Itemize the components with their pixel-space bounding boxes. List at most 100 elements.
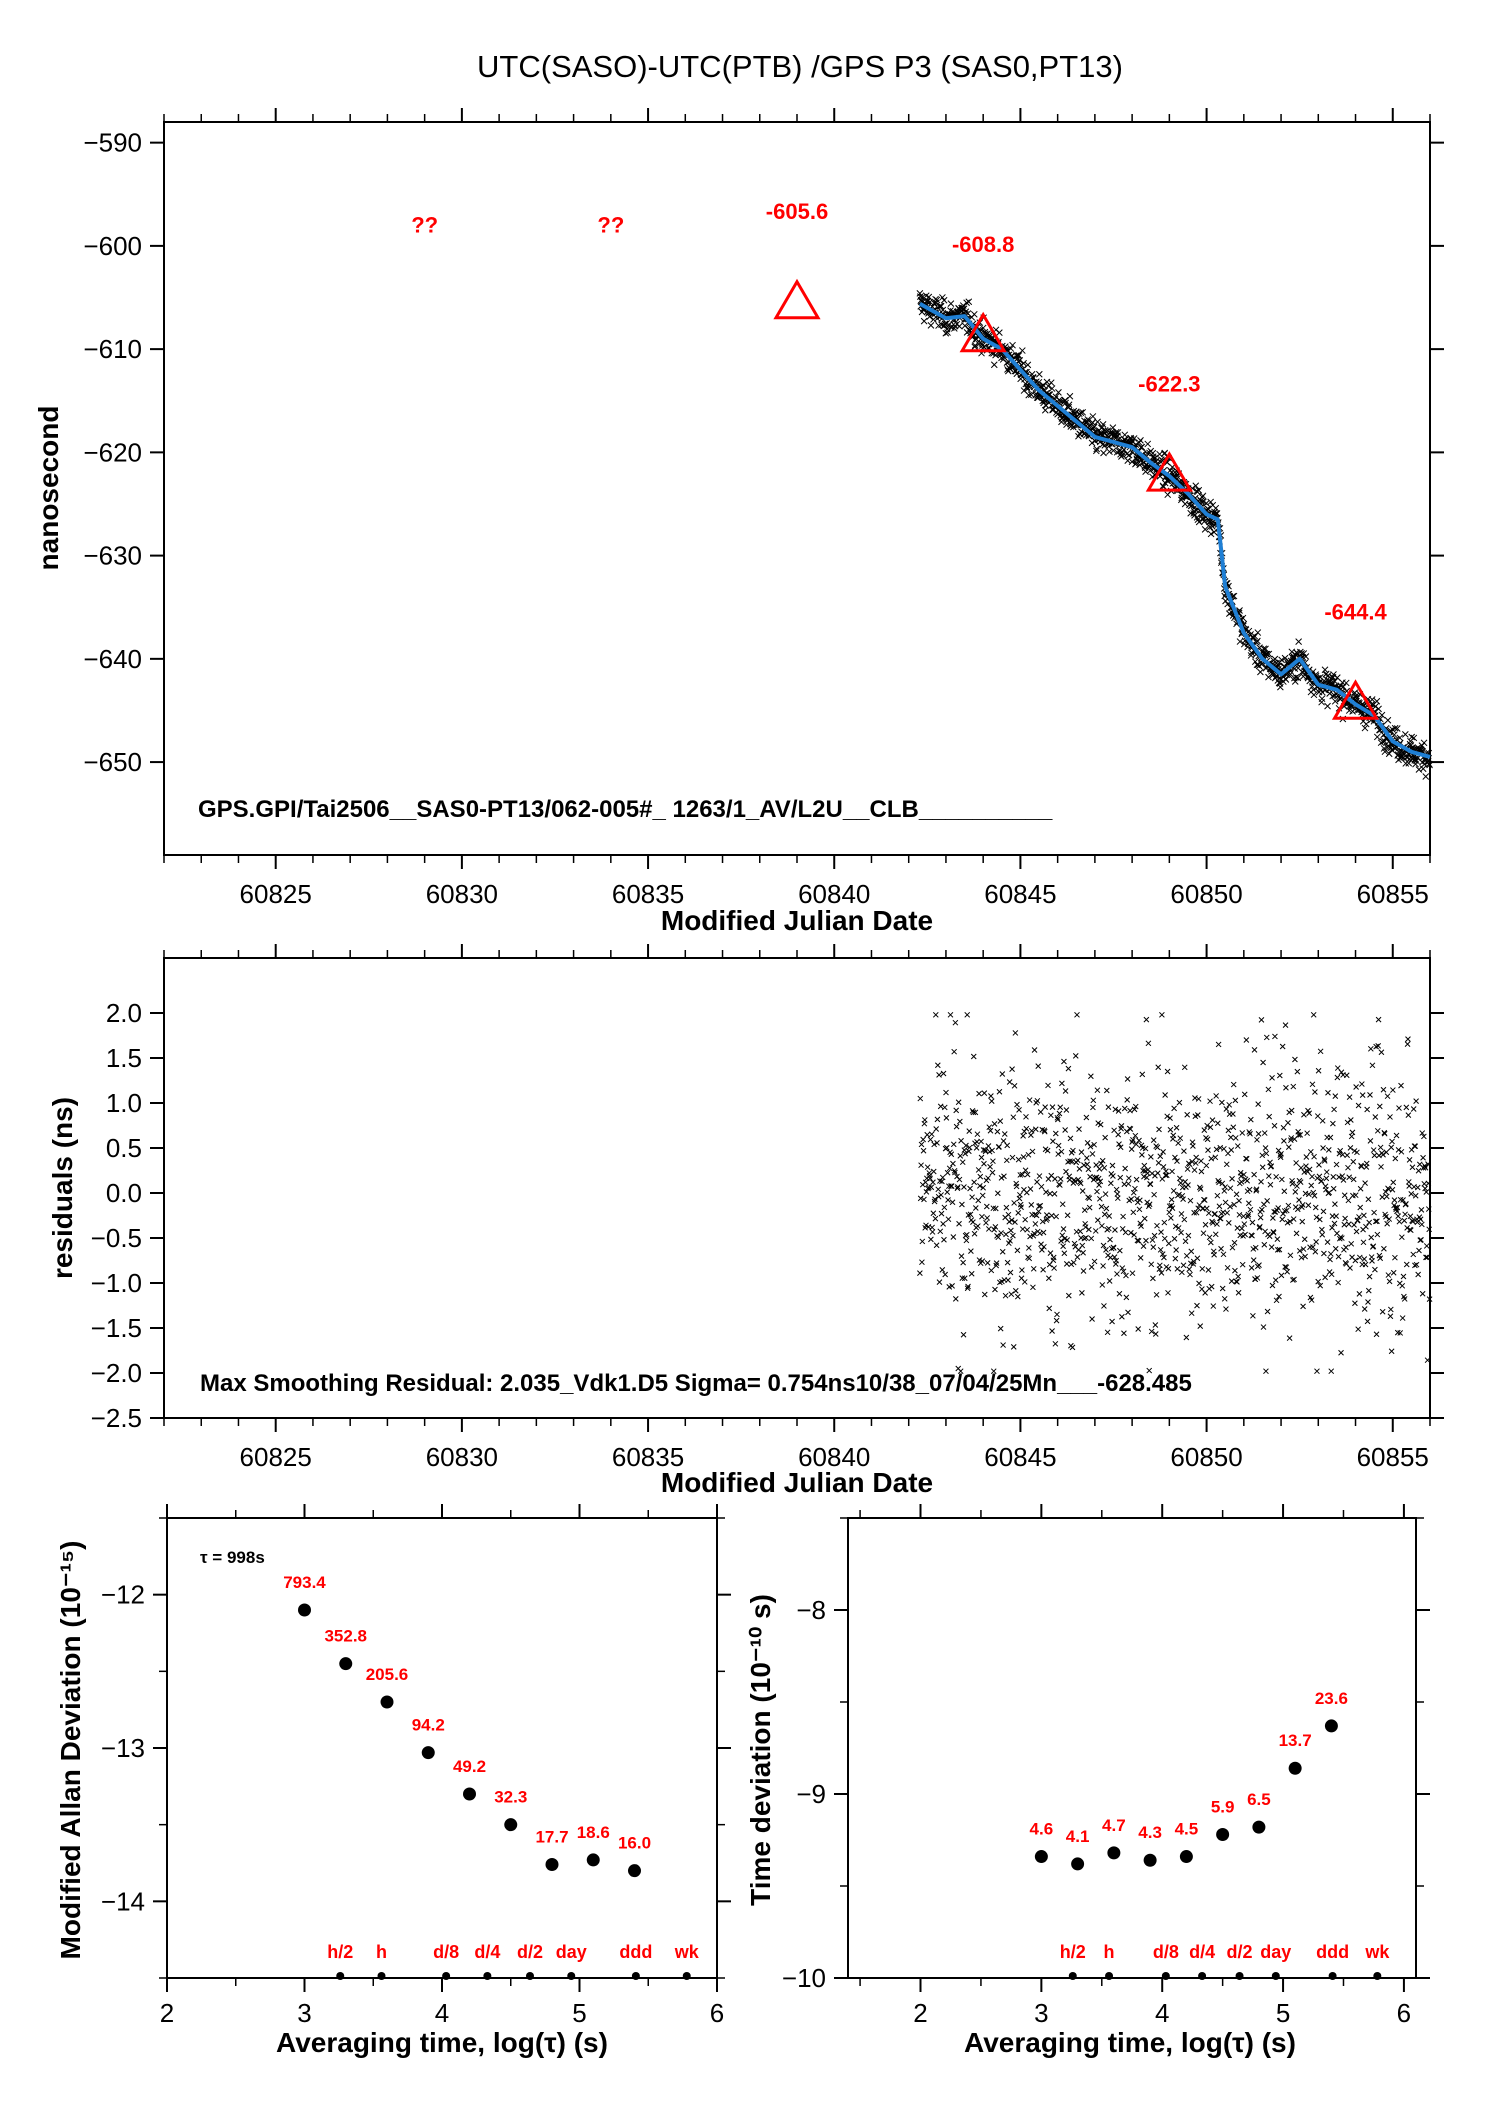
residual-point (1374, 1127, 1381, 1134)
residual-point (1260, 1324, 1267, 1330)
residual-point (940, 1221, 946, 1227)
residual-point (1185, 1232, 1192, 1239)
time-deviation-interval-dot (1068, 1972, 1077, 1980)
residual-point (985, 1175, 991, 1181)
residual-point (998, 1230, 1004, 1236)
residual-point (1186, 1266, 1193, 1273)
residual-point (959, 1275, 966, 1281)
residual-point (995, 1234, 1002, 1241)
residual-point (1253, 1187, 1260, 1194)
residual-point (1101, 1303, 1107, 1309)
residual-point (946, 1165, 953, 1172)
residual-point (1178, 1211, 1185, 1217)
modified-allan-interval-label: day (556, 1942, 587, 1962)
residual-point (1210, 1303, 1217, 1309)
residual-point (1390, 1087, 1396, 1093)
residual-point (1008, 1217, 1015, 1223)
time-series-point (1331, 678, 1339, 685)
residual-point (1137, 1255, 1144, 1261)
residual-point (1208, 1155, 1215, 1162)
residual-point (1214, 1192, 1221, 1199)
residual-point (1145, 1040, 1152, 1047)
residual-point (1254, 1275, 1261, 1281)
residual-point (928, 1236, 934, 1243)
residual-point (992, 1205, 999, 1212)
residual-point (1323, 1175, 1330, 1182)
residual-point (1378, 1163, 1384, 1170)
residual-point (1210, 1220, 1216, 1226)
residual-point (1335, 1279, 1342, 1286)
time-series-x-tick-label: 60835 (612, 879, 684, 909)
time-series-point (1271, 655, 1279, 663)
residual-point (977, 1173, 984, 1180)
residual-point (1219, 1180, 1226, 1187)
time-series-point (1090, 423, 1098, 431)
time-series-panel: 60825 60830 60835 60840 60845 60850 60855 −590 −… (33, 108, 1444, 936)
residual-point (1039, 1247, 1045, 1253)
residual-point (1205, 1210, 1212, 1217)
residual-point (1028, 1132, 1034, 1138)
residual-point (936, 1072, 942, 1078)
residual-point (1319, 1231, 1326, 1238)
time-deviation-interval-label: d/2 (1227, 1942, 1253, 1962)
residual-point (1142, 1145, 1149, 1152)
time-series-point (1062, 399, 1070, 407)
modified-allan-data: 793.4 352.8 205.6 94.2 49.2 32.3 17.7 18.6 16.0 h… (283, 1573, 700, 1980)
modified-allan-y-tick-label: −14 (101, 1886, 145, 1916)
residual-point (1407, 1227, 1414, 1234)
residual-point (1065, 1292, 1072, 1299)
residual-point (932, 1011, 939, 1018)
residual-point (1153, 1291, 1160, 1298)
residual-point (1362, 1261, 1369, 1268)
residual-point (1273, 1173, 1280, 1180)
residual-point (1342, 1215, 1348, 1222)
residual-point (1236, 1211, 1243, 1218)
residuals-x-tick-label: 60835 (612, 1442, 684, 1472)
residual-point (1181, 1148, 1187, 1154)
residual-point (1124, 1097, 1131, 1103)
residual-point (1316, 1162, 1322, 1168)
residual-point (1167, 1115, 1173, 1121)
residual-point (1090, 1104, 1096, 1111)
residual-point (1076, 1126, 1082, 1132)
residual-point (1312, 1248, 1319, 1255)
residual-point (1232, 1267, 1238, 1274)
residual-point (959, 1159, 966, 1166)
residual-point (923, 1189, 930, 1195)
residual-point (1404, 1041, 1411, 1048)
time-series-point (1181, 500, 1189, 508)
residual-point (978, 1154, 985, 1161)
residual-point (1102, 1134, 1109, 1141)
time-series-point (1161, 449, 1169, 457)
residual-point (1054, 1116, 1061, 1123)
residual-point (1017, 1172, 1024, 1178)
time-deviation-interval-label: day (1260, 1942, 1291, 1962)
time-series-ylabel: nanosecond (33, 406, 64, 571)
residual-point (1020, 1154, 1027, 1160)
residual-point (1019, 1267, 1025, 1273)
residual-point (1294, 1206, 1301, 1213)
modified-allan-y-tick-label: −13 (101, 1733, 145, 1763)
modified-allan-frame (166, 1517, 718, 1979)
residual-point (1191, 1209, 1197, 1216)
residual-point (1062, 1088, 1069, 1094)
residual-point (1109, 1318, 1115, 1325)
residual-point (1032, 1221, 1039, 1227)
time-series-point (1419, 765, 1427, 773)
residual-point (1392, 1204, 1399, 1211)
residual-point (1197, 1186, 1204, 1192)
residual-point (1292, 1056, 1298, 1063)
time-series-point (1065, 403, 1073, 411)
residual-point (1193, 1154, 1200, 1161)
residual-point (1247, 1130, 1253, 1137)
residual-point (1321, 1158, 1328, 1164)
residual-point (1361, 1306, 1368, 1312)
residual-point (1362, 1180, 1368, 1186)
residual-point (996, 1088, 1003, 1095)
residual-point (1146, 1367, 1153, 1374)
time-series-point (1025, 391, 1033, 399)
time-series-point (1143, 449, 1151, 457)
residual-point (990, 1158, 996, 1165)
time-series-point (1114, 429, 1122, 436)
residual-point (1094, 1188, 1100, 1195)
